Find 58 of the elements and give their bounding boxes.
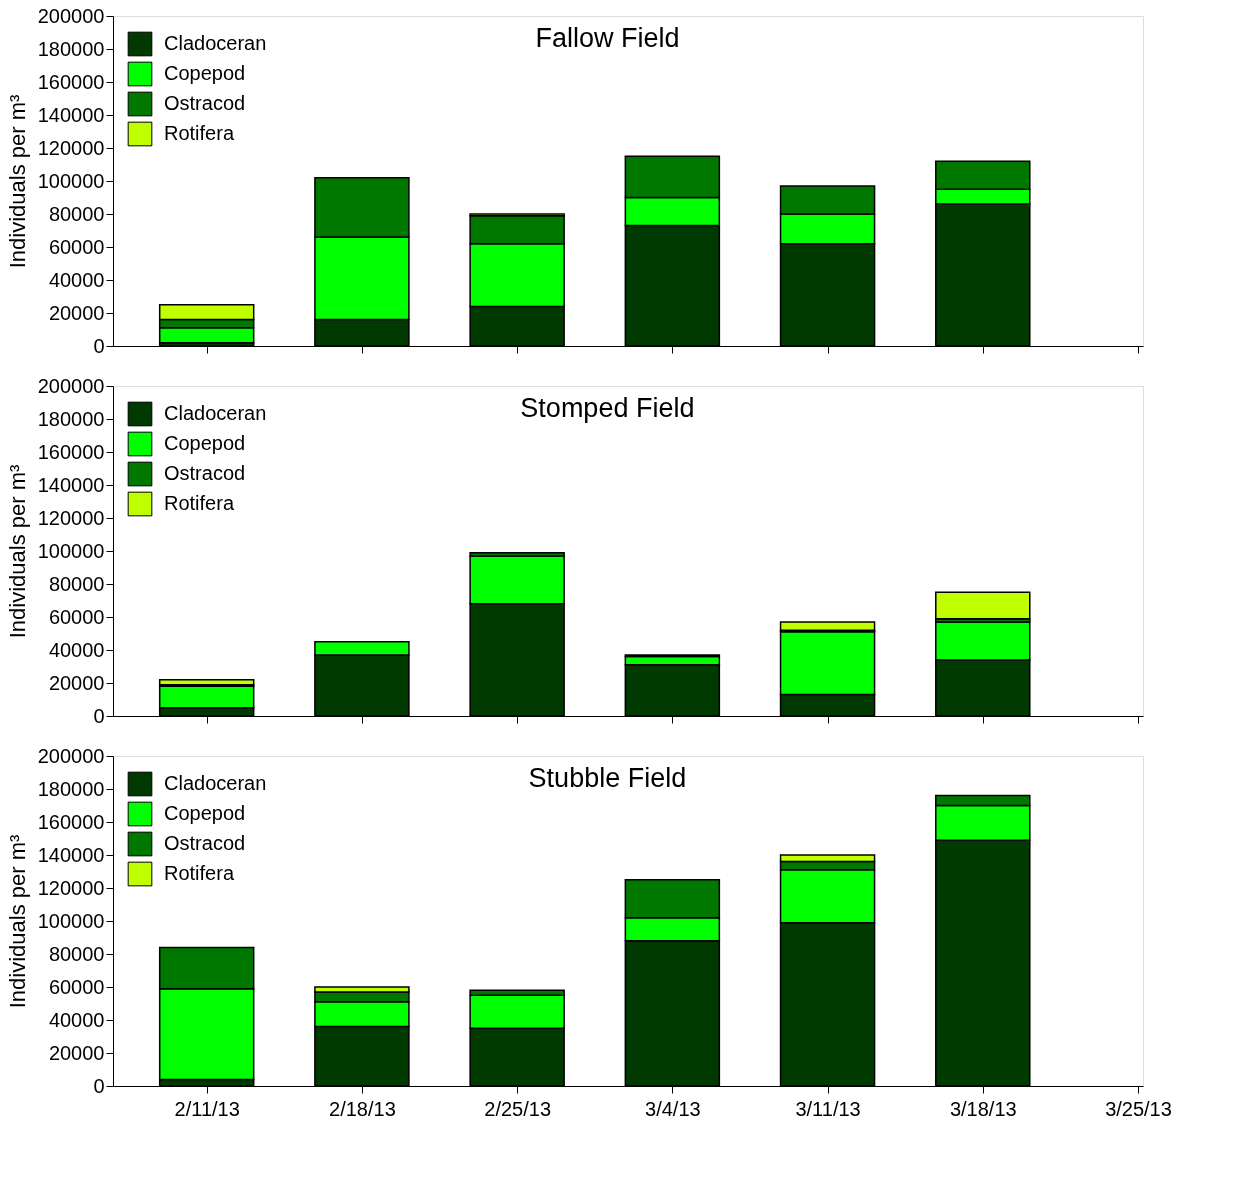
y-tick-label: 180000 bbox=[37, 37, 105, 60]
y-axis-title: Individuals per m³ bbox=[4, 834, 30, 1009]
legend-label: Rotifera bbox=[164, 862, 235, 884]
y-tick-label: 140000 bbox=[37, 103, 105, 126]
y-tick-label: 140000 bbox=[37, 843, 105, 866]
y-tick-label: 80000 bbox=[48, 942, 105, 965]
x-tick-label: 3/4/13 bbox=[645, 1097, 701, 1120]
y-tick-label: 20000 bbox=[48, 671, 105, 694]
y-tick-label: 80000 bbox=[48, 202, 105, 225]
y-tick-label: 20000 bbox=[48, 1041, 105, 1064]
y-axis-title: Individuals per m³ bbox=[4, 464, 30, 639]
y-tick-label: 60000 bbox=[48, 235, 105, 258]
x-tick-label: 3/11/13 bbox=[795, 1097, 861, 1120]
y-tick-label: 100000 bbox=[37, 169, 105, 192]
y-tick-label: 0 bbox=[93, 1074, 105, 1097]
y-axis-title: Individuals per m³ bbox=[4, 94, 30, 269]
y-tick-label: 200000 bbox=[37, 744, 105, 767]
y-tick-label: 200000 bbox=[37, 4, 105, 27]
legend-label: Ostracod bbox=[164, 92, 246, 114]
legend-label: Cladoceran bbox=[164, 402, 267, 424]
y-tick-label: 120000 bbox=[37, 136, 105, 159]
y-tick-label: 40000 bbox=[48, 268, 105, 291]
x-tick-label: 2/18/13 bbox=[329, 1097, 396, 1120]
legend-label: Cladoceran bbox=[164, 772, 267, 794]
y-tick-label: 60000 bbox=[48, 975, 105, 998]
y-tick-label: 100000 bbox=[37, 909, 105, 932]
legend-label: Rotifera bbox=[164, 122, 235, 144]
y-tick-label: 160000 bbox=[37, 440, 105, 463]
chart-title: Stubble Field bbox=[528, 763, 687, 793]
y-tick-label: 60000 bbox=[48, 605, 105, 628]
y-tick-label: 80000 bbox=[48, 572, 105, 595]
y-tick-label: 160000 bbox=[37, 810, 105, 833]
legend-label: Cladoceran bbox=[164, 32, 267, 54]
y-tick-label: 0 bbox=[93, 334, 105, 357]
y-tick-label: 160000 bbox=[37, 70, 105, 93]
y-tick-label: 0 bbox=[93, 704, 105, 727]
y-tick-label: 100000 bbox=[37, 539, 105, 562]
legend-label: Copepod bbox=[164, 432, 246, 454]
y-tick-label: 20000 bbox=[48, 301, 105, 324]
legend-label: Ostracod bbox=[164, 832, 246, 854]
x-tick-label: 3/18/13 bbox=[949, 1097, 1017, 1120]
legend-label: Rotifera bbox=[164, 492, 235, 514]
y-tick-label: 40000 bbox=[48, 1008, 105, 1031]
y-tick-label: 180000 bbox=[37, 777, 105, 800]
y-tick-label: 120000 bbox=[37, 506, 105, 529]
legend-label: Ostracod bbox=[164, 462, 246, 484]
x-tick-label: 2/25/13 bbox=[484, 1097, 551, 1120]
y-tick-label: 120000 bbox=[37, 876, 105, 899]
y-tick-label: 180000 bbox=[37, 407, 105, 430]
x-tick-label: 3/25/13 bbox=[1105, 1097, 1172, 1120]
y-tick-label: 40000 bbox=[48, 638, 105, 661]
legend-label: Copepod bbox=[164, 62, 246, 84]
y-tick-label: 140000 bbox=[37, 473, 105, 496]
chart-title: Stomped Field bbox=[520, 393, 695, 423]
legend-label: Copepod bbox=[164, 802, 246, 824]
chart-title: Fallow Field bbox=[535, 23, 680, 53]
x-tick-label: 2/11/13 bbox=[174, 1097, 240, 1120]
y-tick-label: 200000 bbox=[37, 374, 105, 397]
